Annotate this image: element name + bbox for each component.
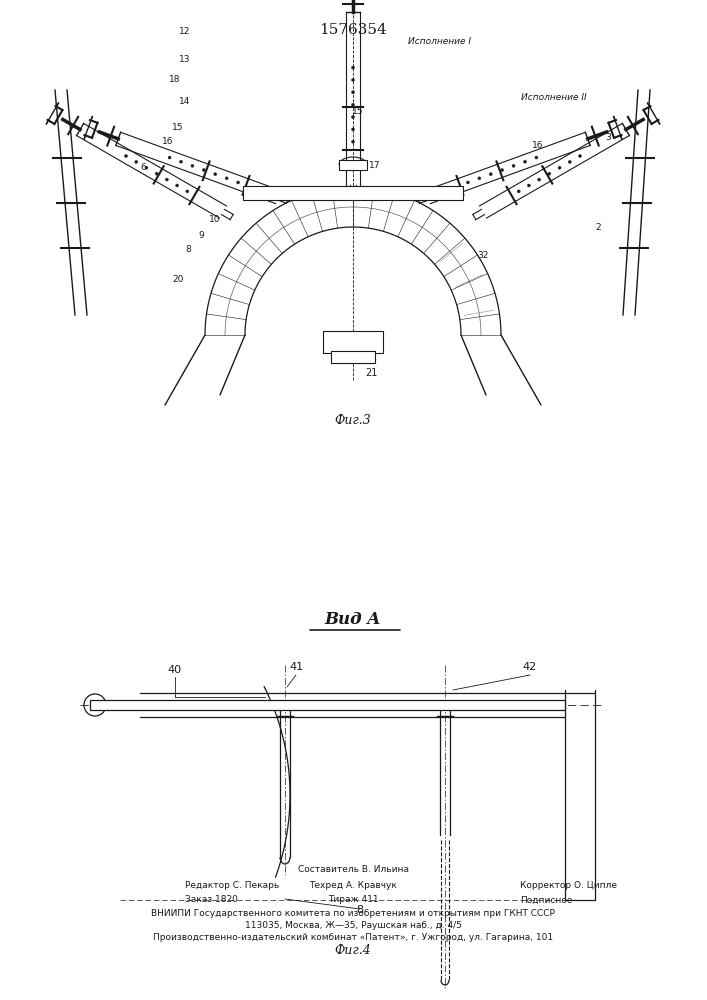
Circle shape (527, 184, 530, 187)
Text: Редактор С. Пекарь: Редактор С. Пекарь (185, 882, 279, 890)
Text: 21: 21 (365, 368, 378, 378)
Text: 8: 8 (185, 245, 191, 254)
Text: 40: 40 (168, 665, 182, 675)
Circle shape (512, 164, 515, 167)
Bar (323, 331, 383, 353)
Circle shape (537, 178, 541, 181)
Text: Подписное: Подписное (520, 896, 573, 904)
Circle shape (202, 169, 205, 172)
Bar (331, 351, 375, 363)
Text: 13: 13 (180, 54, 191, 64)
Text: 15: 15 (352, 107, 363, 116)
Circle shape (351, 78, 354, 81)
Circle shape (351, 140, 354, 143)
Circle shape (135, 160, 138, 163)
Bar (243, 186, 463, 200)
Text: Фиг.3: Фиг.3 (334, 414, 371, 426)
Circle shape (124, 155, 127, 158)
Circle shape (351, 91, 354, 94)
Text: 20: 20 (173, 275, 184, 284)
Text: 17: 17 (369, 160, 381, 169)
Circle shape (145, 166, 148, 169)
Text: 18: 18 (169, 75, 181, 84)
Text: 16: 16 (162, 137, 174, 146)
Circle shape (168, 156, 171, 159)
Text: 14: 14 (180, 98, 191, 106)
Text: 8: 8 (356, 905, 363, 915)
Text: 9: 9 (198, 231, 204, 239)
Text: 1576354: 1576354 (319, 23, 387, 37)
Circle shape (175, 184, 179, 187)
Bar (339, 160, 367, 170)
Circle shape (489, 173, 492, 176)
Text: Техред А. Кравчук: Техред А. Кравчук (309, 882, 397, 890)
Circle shape (351, 66, 354, 69)
Circle shape (568, 160, 571, 163)
Circle shape (535, 156, 538, 159)
Circle shape (518, 190, 520, 193)
Circle shape (186, 190, 189, 193)
Text: Вид A: Вид A (325, 611, 381, 629)
Circle shape (351, 103, 354, 106)
Circle shape (478, 177, 481, 180)
Circle shape (501, 169, 503, 172)
Circle shape (351, 128, 354, 131)
Circle shape (523, 160, 527, 163)
Text: Исполнение I: Исполнение I (408, 37, 471, 46)
Bar (90, 700, 565, 710)
Text: Заказ 1820: Заказ 1820 (185, 896, 238, 904)
Circle shape (351, 116, 354, 119)
Circle shape (165, 178, 168, 181)
Text: 12: 12 (180, 27, 191, 36)
Text: 42: 42 (523, 662, 537, 672)
Circle shape (191, 164, 194, 167)
Text: 2: 2 (595, 223, 601, 232)
Text: 3: 3 (605, 132, 611, 141)
Circle shape (155, 172, 158, 175)
Text: 32: 32 (477, 250, 489, 259)
Text: Составитель В. Ильина: Составитель В. Ильина (298, 865, 409, 874)
Text: Исполнение II: Исполнение II (521, 93, 587, 102)
Text: 113035, Москва, Ж—35, Раушская наб., д. 4/5: 113035, Москва, Ж—35, Раушская наб., д. … (245, 922, 462, 930)
Circle shape (548, 172, 551, 175)
Text: Фиг.4: Фиг.4 (334, 944, 371, 956)
Text: Корректор О. Ципле: Корректор О. Ципле (520, 882, 617, 890)
Circle shape (214, 173, 217, 176)
Text: 41: 41 (289, 662, 303, 672)
Circle shape (180, 160, 182, 163)
Text: Тираж 411: Тираж 411 (327, 896, 378, 904)
Text: 6: 6 (140, 162, 146, 172)
Circle shape (558, 166, 561, 169)
Circle shape (467, 181, 469, 184)
Circle shape (225, 177, 228, 180)
Text: 16: 16 (532, 140, 544, 149)
Text: Производственно-издательский комбинат «Патент», г. Ужгород, ул. Гагарина, 101: Производственно-издательский комбинат «П… (153, 934, 553, 942)
Circle shape (237, 181, 240, 184)
Text: 15: 15 (173, 122, 184, 131)
Text: ВНИИПИ Государственного комитета по изобретениям и открытиям при ГКНТ СССР: ВНИИПИ Государственного комитета по изоб… (151, 910, 555, 918)
Circle shape (578, 155, 581, 158)
Text: 10: 10 (209, 216, 221, 225)
